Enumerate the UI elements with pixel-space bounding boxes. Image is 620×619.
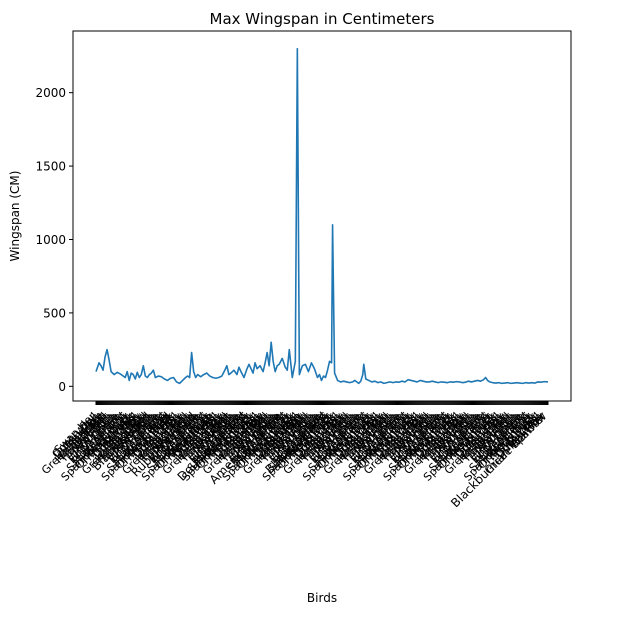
y-tick-label: 0 (58, 380, 66, 394)
chart-title: Max Wingspan in Centimeters (210, 10, 435, 28)
y-axis-label: Wingspan (CM) (8, 171, 22, 262)
series-line-0 (95, 47, 549, 385)
x-axis-ticks (95, 401, 549, 405)
y-axis-ticks: 0 500 1000 1500 2000 (35, 86, 73, 394)
axes-frame (72, 30, 572, 402)
x-axis-label: Birds (307, 591, 337, 605)
y-tick-label: 1000 (35, 233, 66, 247)
y-tick-label: 1500 (35, 160, 66, 174)
y-tick-label: 500 (43, 306, 66, 320)
series-line-group (95, 47, 549, 385)
y-tick-label: 2000 (35, 86, 66, 100)
